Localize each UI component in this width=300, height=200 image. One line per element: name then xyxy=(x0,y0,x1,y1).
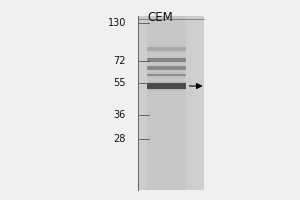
Bar xyxy=(147,106,186,109)
Bar xyxy=(147,71,186,74)
Bar xyxy=(147,138,186,141)
Bar xyxy=(147,19,186,22)
Bar xyxy=(147,103,186,106)
Bar xyxy=(147,42,186,45)
Bar xyxy=(147,22,186,25)
Bar xyxy=(148,65,185,71)
Bar xyxy=(147,60,186,62)
Bar xyxy=(147,74,186,76)
Bar xyxy=(147,167,186,170)
Bar xyxy=(147,68,186,71)
Bar xyxy=(147,181,186,184)
Text: 55: 55 xyxy=(113,78,126,88)
Bar xyxy=(147,144,186,146)
Bar xyxy=(147,120,186,123)
Bar xyxy=(147,112,186,115)
Bar xyxy=(147,30,186,33)
Bar xyxy=(147,184,186,187)
Bar xyxy=(147,135,186,138)
Bar xyxy=(147,77,186,80)
Bar xyxy=(147,152,186,155)
Bar xyxy=(147,45,186,48)
Bar xyxy=(147,74,186,77)
Bar xyxy=(147,25,186,28)
Bar xyxy=(147,58,186,62)
Bar xyxy=(147,109,186,112)
Bar xyxy=(147,164,186,167)
Bar xyxy=(147,94,186,97)
Bar xyxy=(147,155,186,158)
Bar xyxy=(147,28,186,30)
Bar xyxy=(147,97,186,100)
Bar xyxy=(147,88,186,91)
Bar xyxy=(148,45,185,53)
Bar xyxy=(148,67,185,69)
Bar xyxy=(147,57,186,60)
Bar xyxy=(148,74,185,76)
Bar xyxy=(147,132,186,135)
Bar xyxy=(138,16,204,190)
Text: 130: 130 xyxy=(108,18,126,28)
Bar xyxy=(147,83,186,89)
Bar xyxy=(147,86,186,88)
Bar xyxy=(147,47,186,51)
Bar xyxy=(147,16,186,19)
Bar xyxy=(147,36,186,39)
Bar xyxy=(147,123,186,126)
Bar xyxy=(147,83,186,86)
Bar xyxy=(147,146,186,149)
Text: 28: 28 xyxy=(114,134,126,144)
Bar xyxy=(147,62,186,65)
Bar xyxy=(147,187,186,190)
Bar xyxy=(148,83,185,89)
Bar xyxy=(147,66,186,70)
Bar xyxy=(148,47,185,51)
Bar xyxy=(148,72,185,78)
Bar xyxy=(147,117,186,120)
Bar xyxy=(147,161,186,164)
Bar xyxy=(147,115,186,117)
Bar xyxy=(147,149,186,152)
Bar xyxy=(147,39,186,42)
Bar xyxy=(147,65,186,68)
Bar xyxy=(147,80,186,83)
Bar xyxy=(147,170,186,173)
Bar xyxy=(147,158,186,161)
Bar xyxy=(147,129,186,132)
Bar xyxy=(147,33,186,36)
Text: 72: 72 xyxy=(113,56,126,66)
Bar xyxy=(148,58,185,62)
Bar xyxy=(148,57,185,63)
Bar xyxy=(147,48,186,51)
Bar xyxy=(147,178,186,181)
Bar xyxy=(147,126,186,129)
Bar xyxy=(147,91,186,94)
Bar xyxy=(147,100,186,103)
Bar xyxy=(147,141,186,144)
Bar xyxy=(147,173,186,176)
Bar xyxy=(147,51,186,54)
Bar xyxy=(147,54,186,57)
Bar xyxy=(147,176,186,178)
Bar xyxy=(148,81,185,91)
Text: 36: 36 xyxy=(114,110,126,120)
Text: CEM: CEM xyxy=(148,11,173,24)
